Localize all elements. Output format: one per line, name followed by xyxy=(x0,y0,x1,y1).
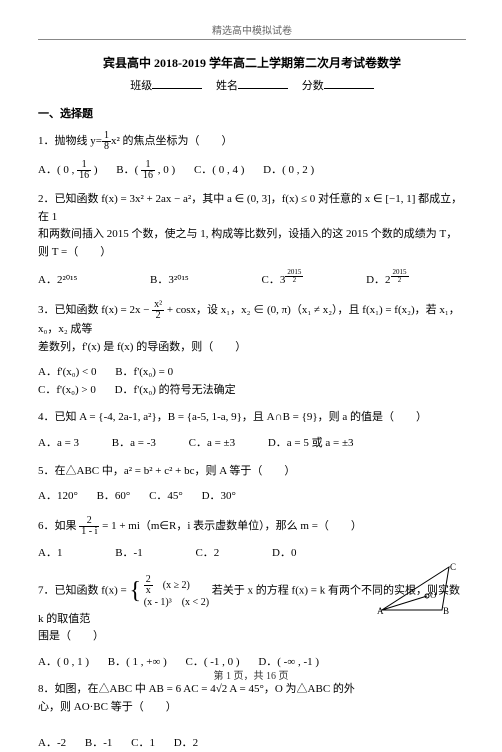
q3-frac: x²2 xyxy=(152,300,164,321)
header-label: 精选高中模拟试卷 xyxy=(38,22,466,37)
q1-b-frac: 116 xyxy=(141,160,155,181)
q8-opt-c: C．1 xyxy=(131,735,155,752)
q8-opt-a: A．-2 xyxy=(38,735,66,752)
question-1: 1．抛物线 y=18x² 的焦点坐标为（ ） xyxy=(38,131,466,152)
question-6: 6．如果 21 - i = 1 + mi（m∈R，i 表示虚数单位），那么 m … xyxy=(38,516,466,537)
page-footer: 第 1 页，共 16 页 xyxy=(0,667,502,682)
q2-opt-d: D．220152 xyxy=(366,269,408,290)
q6-opt-c: C．2 xyxy=(195,545,219,563)
question-3: 3．已知函数 f(x) = 2x − x²2 + cosx，设 x₁，x₂ ∈ … xyxy=(38,300,466,356)
question-8: 8．如图，在△ABC 中 AB = 6 AC = 4√2 A = 45°，O 为… xyxy=(38,681,466,716)
q4-opt-c: C．a = ±3 xyxy=(189,435,235,453)
q1-b-b: , 0 ) xyxy=(155,164,175,176)
q2-opt-a: A．2²⁰¹⁵ xyxy=(38,272,77,290)
q6-opt-d: D．0 xyxy=(272,545,296,563)
name-label: 姓名 xyxy=(216,80,238,92)
brace-icon: { xyxy=(129,578,141,604)
q1-a-den: 16 xyxy=(77,171,91,181)
tri-label-c: C xyxy=(450,562,456,572)
q7-p1-num: 2 xyxy=(144,575,153,586)
q3-opt-d: D．f'(x₀) 的符号无法确定 xyxy=(115,382,236,400)
class-label: 班级 xyxy=(130,80,152,92)
q6-opt-a: A．1 xyxy=(38,545,62,563)
q1-b-den: 16 xyxy=(141,171,155,181)
q7-stem-a: 7．已知函数 f(x) = xyxy=(38,585,129,597)
class-blank xyxy=(152,78,202,89)
question-2: 2．已知函数 f(x) = 3x² + 2ax − a²，其中 a ∈ (0, … xyxy=(38,191,466,261)
triangle-figure: A B C O xyxy=(377,562,462,617)
name-blank xyxy=(238,78,288,89)
q2-d-exp: 20152 xyxy=(391,269,409,284)
q3-opt-c: C．f'(x₀) > 0 xyxy=(38,382,96,400)
q1-frac-den: 8 xyxy=(102,142,111,152)
q6-opt-b: B．-1 xyxy=(115,545,143,563)
q8-options: A．-2 B．-1 C．1 D．2 xyxy=(38,735,466,752)
q5-opt-d: D．30° xyxy=(202,488,236,506)
q7-line2: 围是（ ） xyxy=(38,628,466,646)
q2-opt-c: C．320152 xyxy=(261,269,303,290)
q4-opt-b: B．a = -3 xyxy=(112,435,156,453)
tri-label-a: A xyxy=(377,606,384,616)
tri-label-o: O xyxy=(430,590,437,600)
q5-opt-a: A．120° xyxy=(38,488,78,506)
q1-opt-c: C．( 0 , 4 ) xyxy=(194,162,244,180)
header-divider xyxy=(38,39,466,40)
q4-options: A．a = 3 B．a = -3 C．a = ±3 D．a = 5 或 a = … xyxy=(38,435,466,453)
q3-opt-b: B．f'(x₀) = 0 xyxy=(115,364,173,382)
score-label: 分数 xyxy=(302,80,324,92)
q2-line2: 和两数间插入 2015 个数，使之与 1, 构成等比数列，设插入的这 2015 … xyxy=(38,226,466,261)
q1-a-frac: 116 xyxy=(77,160,91,181)
q6-stem-b: = 1 + mi（m∈R，i 表示虚数单位），那么 m =（ ） xyxy=(99,520,362,532)
q2-d-exp-den: 2 xyxy=(391,277,409,284)
q2-opt-b: B．3²⁰¹⁵ xyxy=(150,272,189,290)
q7-p1-den: x xyxy=(144,586,153,596)
q3-line1-a: 3．已知函数 f(x) = 2x − xyxy=(38,304,152,316)
q1-options: A．( 0 , 116 ) B．( 116 , 0 ) C．( 0 , 4 ) … xyxy=(38,160,466,181)
q7-piece1: 2x (x ≥ 2) xyxy=(144,575,209,596)
info-line: 班级 姓名 分数 xyxy=(38,77,466,93)
q7-piece2: (x - 1)³ (x < 2) xyxy=(144,596,209,609)
q5-opt-b: B．60° xyxy=(97,488,131,506)
q6-frac-den: 1 - i xyxy=(79,527,99,537)
q2-line1: 2．已知函数 f(x) = 3x² + 2ax − a²，其中 a ∈ (0, … xyxy=(38,191,466,226)
q6-stem-a: 6．如果 xyxy=(38,520,79,532)
exam-title: 宾县高中 2018-2019 学年高二上学期第二次月考试卷数学 xyxy=(38,54,466,71)
q1-opt-b: B．( 116 , 0 ) xyxy=(116,160,175,181)
q2-c-exp: 20152 xyxy=(285,269,303,284)
q7-p1-frac: 2x xyxy=(144,575,153,596)
score-blank xyxy=(324,78,374,89)
q1-stem-a: 1．抛物线 y= xyxy=(38,135,102,147)
q3-options: A．f'(x₀) < 0 B．f'(x₀) = 0 C．f'(x₀) > 0 D… xyxy=(38,364,466,399)
q8-opt-b: B．-1 xyxy=(85,735,113,752)
q1-b-a: B．( xyxy=(116,164,141,176)
q8-opt-d: D．2 xyxy=(174,735,198,752)
q5-opt-c: C．45° xyxy=(149,488,183,506)
question-5: 5．在△ABC 中，a² = b² + c² + bc，则 A 等于（ ） xyxy=(38,463,466,481)
q1-a-a: A．( 0 , xyxy=(38,164,77,176)
q1-opt-d: D．( 0 , 2 ) xyxy=(263,162,314,180)
question-4: 4．已知 A = {-4, 2a-1, a²}，B = {a-5, 1-a, 9… xyxy=(38,409,466,427)
q4-opt-a: A．a = 3 xyxy=(38,435,79,453)
q2-c-exp-den: 2 xyxy=(285,277,303,284)
q1-a-b: ) xyxy=(91,164,97,176)
tri-label-b: B xyxy=(443,606,449,616)
q5-options: A．120° B．60° C．45° D．30° xyxy=(38,488,466,506)
q2-d-a: D．2 xyxy=(366,274,390,286)
q2-c-a: C．3 xyxy=(261,274,285,286)
q3-line2: 差数列，f'(x) 是 f(x) 的导函数，则（ ） xyxy=(38,339,466,357)
q1-opt-a: A．( 0 , 116 ) xyxy=(38,160,98,181)
section-1-title: 一、选择题 xyxy=(38,105,466,121)
q1-frac: 18 xyxy=(102,131,111,152)
q2-options: A．2²⁰¹⁵ B．3²⁰¹⁵ C．320152 D．220152 xyxy=(38,269,466,290)
q4-opt-d: D．a = 5 或 a = ±3 xyxy=(268,435,354,453)
q6-frac: 21 - i xyxy=(79,516,99,537)
q3-frac-den: 2 xyxy=(152,311,164,321)
q3-opt-a: A．f'(x₀) < 0 xyxy=(38,364,96,382)
q1-stem-b: x² 的焦点坐标为（ ） xyxy=(111,135,233,147)
q7-p1-b: (x ≥ 2) xyxy=(153,579,190,590)
q6-options: A．1 B．-1 C．2 D．0 xyxy=(38,545,466,563)
